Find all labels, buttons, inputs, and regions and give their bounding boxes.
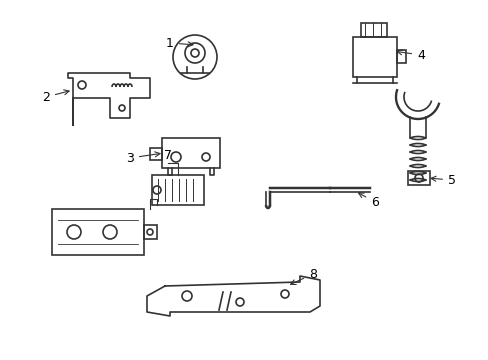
- Text: 3: 3: [126, 152, 160, 165]
- Bar: [152, 175, 203, 205]
- Bar: [360, 23, 386, 37]
- Bar: [143, 225, 157, 239]
- Text: 7: 7: [163, 149, 172, 162]
- Bar: [52, 209, 143, 255]
- Text: 5: 5: [430, 174, 455, 186]
- Bar: [150, 148, 162, 160]
- Bar: [407, 171, 429, 185]
- Bar: [396, 50, 405, 63]
- Text: 1: 1: [166, 36, 193, 50]
- Bar: [352, 37, 396, 77]
- Text: 6: 6: [358, 193, 378, 208]
- Text: 8: 8: [290, 267, 316, 284]
- Text: 2: 2: [42, 90, 69, 104]
- Text: 4: 4: [396, 49, 424, 62]
- Polygon shape: [147, 276, 319, 316]
- Bar: [162, 138, 220, 168]
